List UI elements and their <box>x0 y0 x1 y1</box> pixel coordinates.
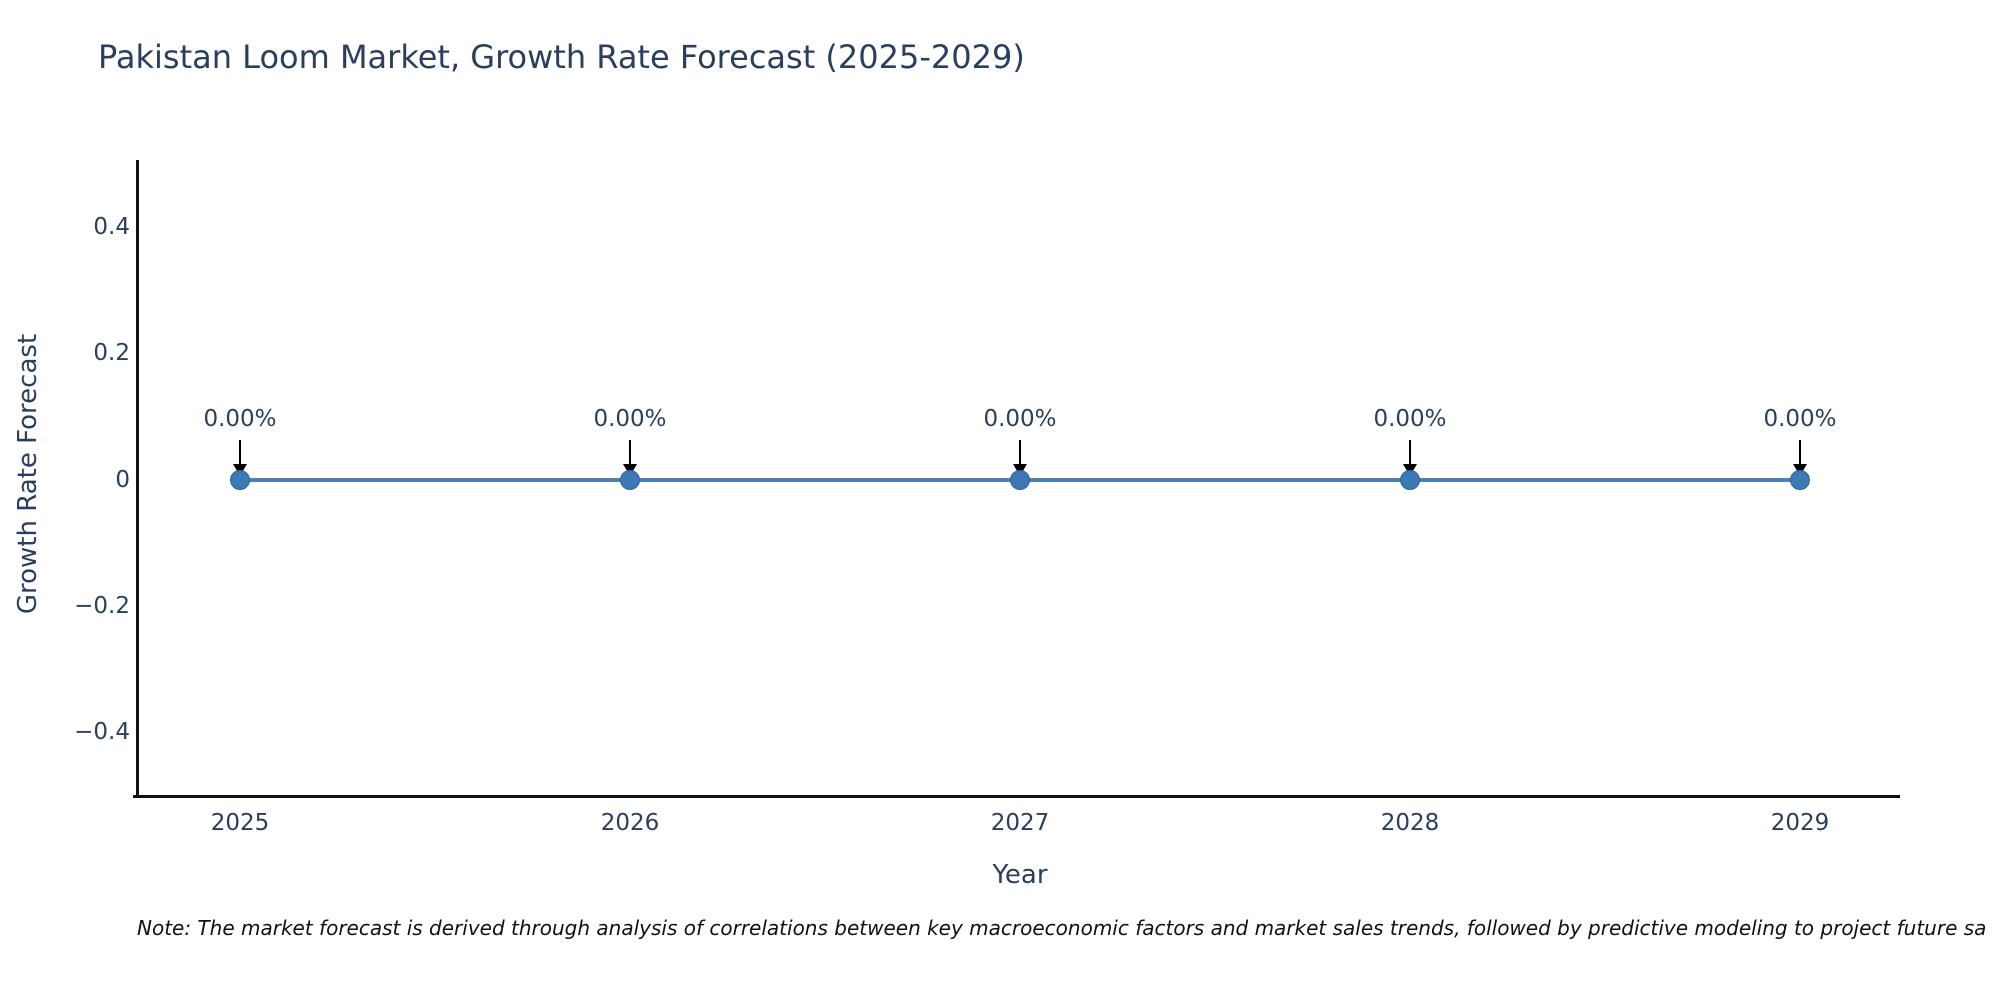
chart-title: Pakistan Loom Market, Growth Rate Foreca… <box>98 38 1025 76</box>
x-tick-label: 2029 <box>1770 810 1830 836</box>
annotation-arrow <box>1409 440 1411 466</box>
data-point-marker <box>1790 470 1810 490</box>
annotation-label: 0.00% <box>1763 406 1837 432</box>
footnote: Note: The market forecast is derived thr… <box>137 916 1987 940</box>
x-tick-label: 2025 <box>210 810 270 836</box>
annotation-arrow <box>239 440 241 466</box>
annotation-arrow <box>629 440 631 466</box>
y-tick-label: −0.4 <box>74 719 130 745</box>
data-point-marker <box>230 470 250 490</box>
data-point-marker <box>1010 470 1030 490</box>
y-axis-line <box>136 160 139 798</box>
y-tick-label: 0.4 <box>93 214 130 240</box>
x-tick-label: 2027 <box>990 810 1050 836</box>
annotation-label: 0.00% <box>203 406 277 432</box>
annotation-arrow <box>1019 440 1021 466</box>
annotation-arrow <box>1799 440 1801 466</box>
annotation-label: 0.00% <box>983 406 1057 432</box>
annotation-label: 0.00% <box>1373 406 1447 432</box>
y-tick-label: 0.2 <box>93 340 130 366</box>
y-tick-label: −0.2 <box>74 593 130 619</box>
x-axis-title: Year <box>992 860 1048 890</box>
annotation-label: 0.00% <box>593 406 667 432</box>
y-tick-label: 0 <box>115 467 130 493</box>
data-point-marker <box>1400 470 1420 490</box>
x-tick-label: 2026 <box>600 810 660 836</box>
x-axis-line <box>133 795 1900 798</box>
data-point-marker <box>620 470 640 490</box>
x-tick-label: 2028 <box>1380 810 1440 836</box>
